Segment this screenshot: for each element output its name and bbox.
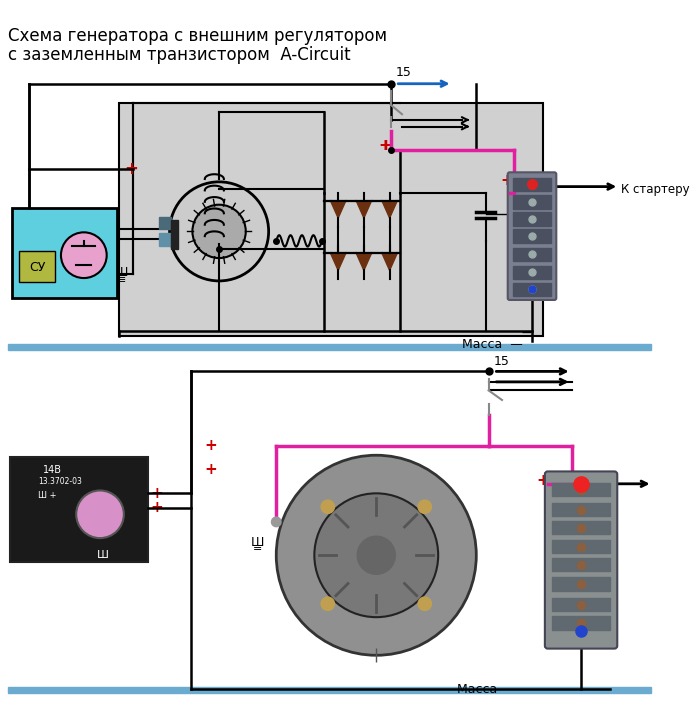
Text: +: + — [205, 462, 218, 477]
Circle shape — [321, 500, 335, 513]
Bar — [553, 483, 610, 496]
Bar — [514, 178, 551, 191]
Text: +: + — [379, 138, 392, 153]
Text: Ш: Ш — [116, 266, 129, 279]
Text: Ш: Ш — [97, 550, 109, 560]
Polygon shape — [331, 253, 346, 270]
Text: +: + — [205, 438, 218, 453]
Text: 15: 15 — [493, 354, 509, 367]
Text: СУ: СУ — [29, 261, 45, 274]
Bar — [553, 503, 610, 516]
Circle shape — [76, 490, 124, 538]
Bar — [514, 266, 551, 279]
Text: −: − — [521, 326, 532, 340]
Bar — [553, 598, 610, 611]
Text: +: + — [124, 160, 138, 178]
Bar — [514, 212, 551, 226]
Bar — [514, 195, 551, 209]
Polygon shape — [382, 201, 397, 218]
Polygon shape — [331, 201, 346, 218]
Circle shape — [418, 597, 432, 610]
Bar — [553, 558, 610, 572]
Polygon shape — [356, 201, 372, 218]
Ellipse shape — [315, 493, 438, 617]
Text: ≡: ≡ — [117, 275, 127, 285]
Ellipse shape — [276, 455, 476, 655]
Text: Масса  —: Масса — — [462, 338, 523, 352]
FancyBboxPatch shape — [545, 472, 617, 649]
Circle shape — [357, 536, 395, 574]
Circle shape — [192, 205, 246, 258]
Bar — [514, 283, 551, 296]
Text: +: + — [537, 473, 549, 488]
Text: +: + — [378, 138, 391, 153]
Bar — [13, 208, 117, 298]
Circle shape — [61, 232, 106, 278]
Bar — [171, 220, 178, 249]
Text: 15: 15 — [395, 66, 411, 79]
Bar — [553, 616, 610, 630]
Bar — [19, 252, 55, 282]
Text: Ш: Ш — [251, 536, 264, 549]
Bar — [159, 217, 171, 229]
Text: +: + — [15, 216, 29, 234]
Circle shape — [321, 597, 335, 610]
Text: с заземленным транзистором  A-Circuit: с заземленным транзистором A-Circuit — [8, 45, 350, 63]
Bar — [119, 103, 543, 336]
Text: К стартеру: К стартеру — [621, 183, 690, 196]
Bar — [514, 229, 551, 243]
Circle shape — [271, 517, 281, 527]
Bar — [553, 521, 610, 534]
Text: +: + — [150, 500, 164, 515]
Circle shape — [418, 500, 432, 513]
Text: ≡: ≡ — [253, 544, 262, 554]
Bar — [8, 687, 651, 693]
Text: +: + — [500, 173, 513, 188]
Text: 14В: 14В — [43, 464, 62, 475]
Polygon shape — [382, 253, 397, 270]
Text: Масса  —: Масса — — [457, 683, 518, 696]
Bar — [553, 540, 610, 554]
Bar — [553, 577, 610, 590]
Text: Схема генератора с внешним регулятором: Схема генератора с внешним регулятором — [8, 27, 387, 45]
Text: +: + — [150, 486, 164, 501]
FancyBboxPatch shape — [507, 173, 556, 300]
Bar — [514, 247, 551, 261]
Bar — [8, 344, 651, 350]
Circle shape — [170, 182, 269, 281]
Text: 13.3702-03: 13.3702-03 — [38, 477, 82, 487]
Polygon shape — [356, 253, 372, 270]
Bar — [10, 457, 148, 562]
Text: Ш +: Ш + — [38, 491, 56, 500]
Bar — [159, 233, 171, 246]
